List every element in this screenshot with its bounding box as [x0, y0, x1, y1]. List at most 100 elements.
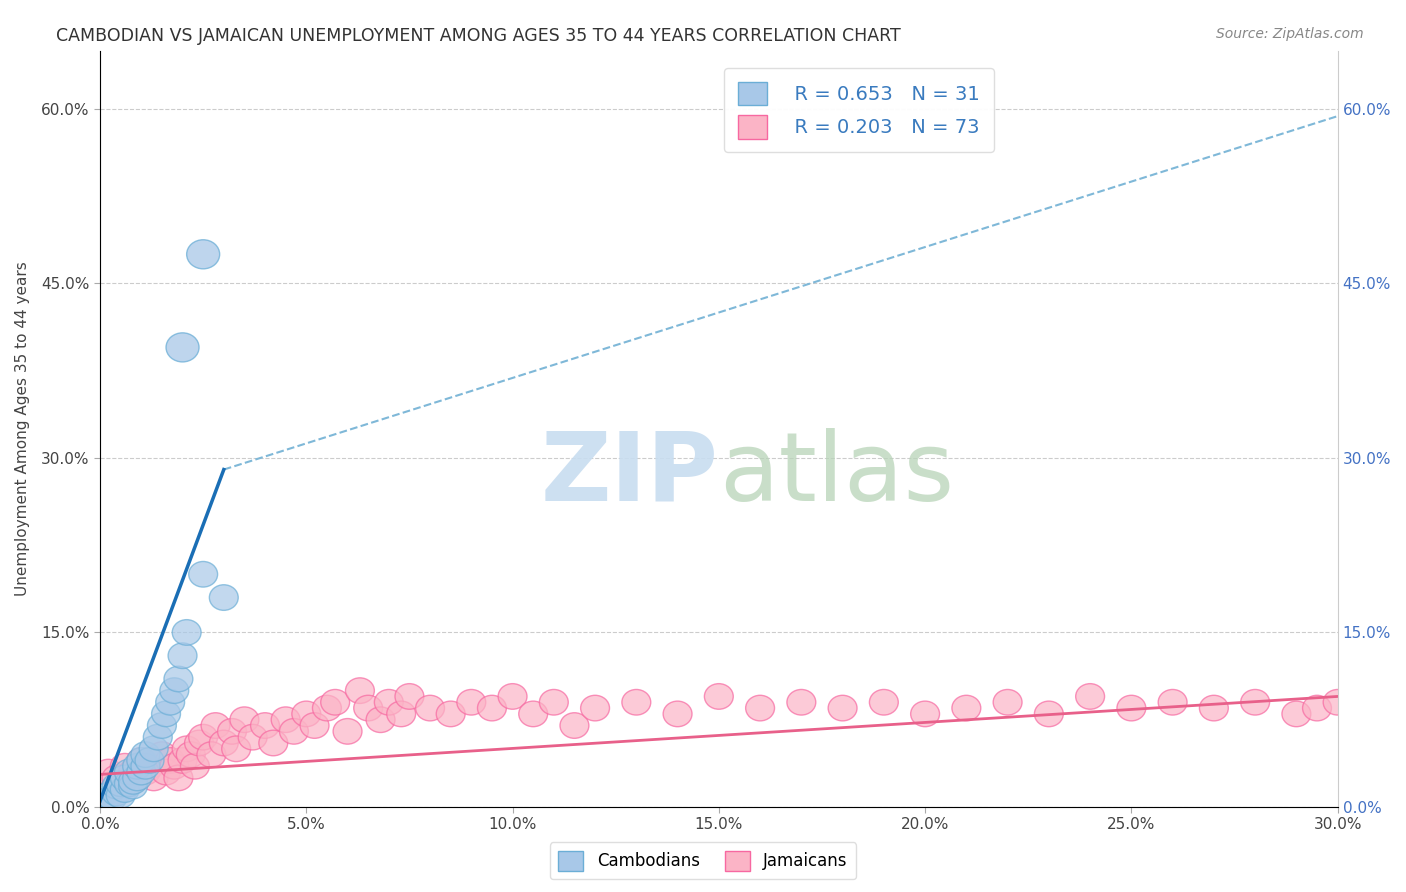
Ellipse shape — [312, 695, 342, 721]
Ellipse shape — [1240, 690, 1270, 715]
Ellipse shape — [188, 724, 218, 750]
Ellipse shape — [1199, 695, 1229, 721]
Ellipse shape — [131, 742, 160, 767]
Ellipse shape — [745, 695, 775, 721]
Ellipse shape — [869, 690, 898, 715]
Ellipse shape — [152, 759, 180, 785]
Ellipse shape — [1344, 678, 1372, 704]
Ellipse shape — [135, 747, 165, 773]
Ellipse shape — [110, 754, 139, 779]
Ellipse shape — [209, 731, 238, 756]
Ellipse shape — [122, 765, 152, 790]
Ellipse shape — [110, 765, 139, 790]
Ellipse shape — [250, 713, 280, 739]
Ellipse shape — [156, 690, 184, 715]
Ellipse shape — [299, 713, 329, 739]
Ellipse shape — [184, 731, 214, 756]
Ellipse shape — [148, 713, 176, 739]
Text: CAMBODIAN VS JAMAICAN UNEMPLOYMENT AMONG AGES 35 TO 44 YEARS CORRELATION CHART: CAMBODIAN VS JAMAICAN UNEMPLOYMENT AMONG… — [56, 27, 901, 45]
Ellipse shape — [172, 736, 201, 762]
Ellipse shape — [828, 695, 858, 721]
Ellipse shape — [519, 701, 547, 727]
Ellipse shape — [457, 690, 485, 715]
Ellipse shape — [165, 765, 193, 790]
Ellipse shape — [103, 780, 131, 805]
Ellipse shape — [209, 585, 238, 610]
Text: ZIP: ZIP — [541, 427, 718, 521]
Ellipse shape — [165, 666, 193, 692]
Ellipse shape — [387, 701, 416, 727]
Ellipse shape — [172, 620, 201, 645]
Ellipse shape — [787, 690, 815, 715]
Ellipse shape — [218, 719, 246, 744]
Ellipse shape — [201, 713, 231, 739]
Ellipse shape — [238, 724, 267, 750]
Ellipse shape — [1076, 683, 1105, 709]
Ellipse shape — [166, 333, 200, 362]
Ellipse shape — [94, 782, 122, 808]
Ellipse shape — [911, 701, 939, 727]
Ellipse shape — [131, 759, 160, 785]
Ellipse shape — [107, 782, 135, 808]
Ellipse shape — [118, 769, 148, 794]
Ellipse shape — [139, 736, 169, 762]
Ellipse shape — [148, 742, 176, 767]
Ellipse shape — [118, 773, 148, 799]
Ellipse shape — [1282, 701, 1310, 727]
Ellipse shape — [366, 707, 395, 732]
Ellipse shape — [1302, 695, 1331, 721]
Ellipse shape — [160, 754, 188, 779]
Ellipse shape — [118, 759, 148, 785]
Legend:   R = 0.653   N = 31,   R = 0.203   N = 73: R = 0.653 N = 31, R = 0.203 N = 73 — [724, 68, 994, 153]
Text: atlas: atlas — [718, 427, 953, 521]
Ellipse shape — [160, 678, 188, 704]
Ellipse shape — [436, 701, 465, 727]
Ellipse shape — [1323, 690, 1353, 715]
Ellipse shape — [114, 759, 143, 785]
Ellipse shape — [90, 789, 118, 814]
Ellipse shape — [321, 690, 350, 715]
Ellipse shape — [107, 771, 135, 797]
Ellipse shape — [416, 695, 444, 721]
Ellipse shape — [103, 765, 131, 790]
Ellipse shape — [187, 240, 219, 268]
Ellipse shape — [114, 771, 143, 797]
Ellipse shape — [560, 713, 589, 739]
Ellipse shape — [188, 561, 218, 587]
Legend: Cambodians, Jamaicans: Cambodians, Jamaicans — [550, 842, 856, 880]
Ellipse shape — [152, 701, 180, 727]
Ellipse shape — [127, 747, 156, 773]
Ellipse shape — [98, 785, 127, 811]
Ellipse shape — [107, 771, 135, 797]
Ellipse shape — [231, 707, 259, 732]
Ellipse shape — [1364, 683, 1393, 709]
Ellipse shape — [1035, 701, 1063, 727]
Ellipse shape — [127, 759, 156, 785]
Ellipse shape — [135, 754, 165, 779]
Ellipse shape — [169, 747, 197, 773]
Ellipse shape — [292, 701, 321, 727]
Ellipse shape — [197, 742, 226, 767]
Ellipse shape — [993, 690, 1022, 715]
Ellipse shape — [374, 690, 404, 715]
Ellipse shape — [354, 695, 382, 721]
Ellipse shape — [259, 731, 288, 756]
Ellipse shape — [478, 695, 506, 721]
Ellipse shape — [333, 719, 361, 744]
Ellipse shape — [122, 754, 152, 779]
Ellipse shape — [704, 683, 734, 709]
Ellipse shape — [581, 695, 610, 721]
Ellipse shape — [143, 724, 172, 750]
Ellipse shape — [180, 754, 209, 779]
Ellipse shape — [169, 643, 197, 668]
Ellipse shape — [540, 690, 568, 715]
Ellipse shape — [122, 765, 152, 790]
Ellipse shape — [103, 773, 131, 799]
Ellipse shape — [110, 777, 139, 802]
Ellipse shape — [498, 683, 527, 709]
Ellipse shape — [176, 742, 205, 767]
Ellipse shape — [139, 765, 169, 790]
Ellipse shape — [222, 736, 250, 762]
Text: Source: ZipAtlas.com: Source: ZipAtlas.com — [1216, 27, 1364, 41]
Ellipse shape — [1116, 695, 1146, 721]
